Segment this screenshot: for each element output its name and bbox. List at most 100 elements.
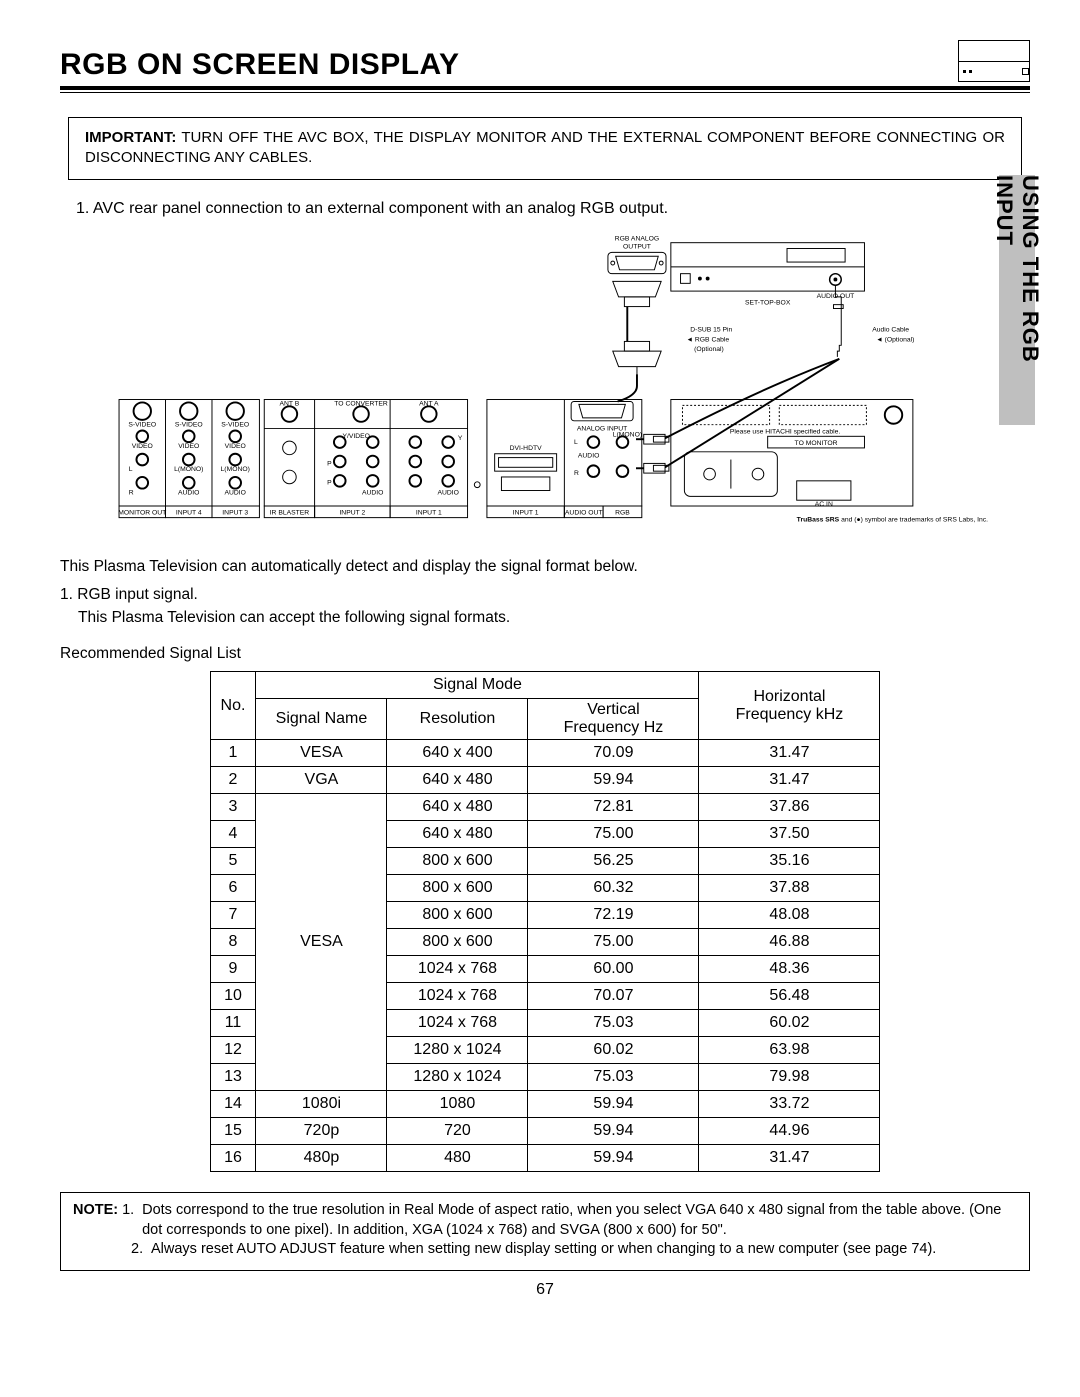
cell-hfreq: 79.98 xyxy=(699,1064,880,1091)
col-signal-mode: Signal Mode xyxy=(256,672,699,699)
acin-label: AC IN xyxy=(815,501,833,508)
cell-no: 13 xyxy=(210,1064,256,1091)
cell-vfreq: 60.00 xyxy=(528,956,699,983)
input3-label: INPUT 3 xyxy=(222,510,248,517)
note-num-1: 1. xyxy=(122,1201,142,1240)
cell-vfreq: 60.32 xyxy=(528,875,699,902)
video-label-2: VIDEO xyxy=(178,443,199,450)
cell-hfreq: 31.47 xyxy=(699,740,880,767)
cell-vfreq: 60.02 xyxy=(528,1037,699,1064)
cell-resolution: 1280 x 1024 xyxy=(387,1037,528,1064)
rule-thick xyxy=(60,86,1030,90)
page-title: RGB ON SCREEN DISPLAY xyxy=(60,48,459,82)
cell-hfreq: 60.02 xyxy=(699,1010,880,1037)
cell-resolution: 800 x 600 xyxy=(387,929,528,956)
audio-cable-label: Audio Cable xyxy=(872,327,909,334)
cell-hfreq: 48.08 xyxy=(699,902,880,929)
cell-no: 11 xyxy=(210,1010,256,1037)
pb-label: P xyxy=(327,460,332,467)
table-row: 3VESA640 x 48072.8137.86 xyxy=(210,794,880,821)
intro-num: 1. xyxy=(76,200,89,217)
yvideo-label: Y/VIDEO xyxy=(342,433,369,440)
irblaster-label: IR BLASTER xyxy=(270,510,310,517)
cell-no: 2 xyxy=(210,767,256,794)
cell-vfreq: 70.09 xyxy=(528,740,699,767)
please-use-label: Please use HITACHI specified cable. xyxy=(730,428,841,435)
audio-label-e: AUDIO xyxy=(578,452,599,459)
cell-no: 6 xyxy=(210,875,256,902)
cell-vfreq: 72.19 xyxy=(528,902,699,929)
audio-label-b: AUDIO xyxy=(224,489,245,496)
rgb-output-label: OUTPUT xyxy=(623,243,651,250)
cell-vfreq: 59.94 xyxy=(528,1118,699,1145)
audio-label-a: AUDIO xyxy=(178,489,199,496)
input2-label: INPUT 2 xyxy=(339,510,365,517)
important-box: IMPORTANT: TURN OFF THE AVC BOX, THE DIS… xyxy=(68,117,1022,180)
cell-hfreq: 37.86 xyxy=(699,794,880,821)
cell-signal-name: 480p xyxy=(256,1145,387,1172)
note-text-2: Always reset AUTO ADJUST feature when se… xyxy=(151,1240,1017,1260)
input1-label: INPUT 1 xyxy=(416,510,442,517)
rgb-analog-label: RGB ANALOG xyxy=(615,236,659,243)
cell-no: 1 xyxy=(210,740,256,767)
cell-resolution: 640 x 400 xyxy=(387,740,528,767)
device-icon xyxy=(958,40,1030,82)
cell-signal-name: VGA xyxy=(256,767,387,794)
cell-no: 8 xyxy=(210,929,256,956)
r-label: R xyxy=(129,489,134,496)
stb-label: SET-TOP-BOX xyxy=(745,300,791,307)
dvi-label: DVI-HDTV xyxy=(510,445,542,452)
cell-hfreq: 37.88 xyxy=(699,875,880,902)
cell-resolution: 1280 x 1024 xyxy=(387,1064,528,1091)
side-tab: USING THE RGB INPUT xyxy=(999,175,1035,425)
svideo-label: S-VIDEO xyxy=(128,422,156,429)
cell-vfreq: 70.07 xyxy=(528,983,699,1010)
cell-hfreq: 35.16 xyxy=(699,848,880,875)
col-no: No. xyxy=(210,672,256,740)
detect-paragraph: This Plasma Television can automatically… xyxy=(60,556,1030,578)
lmono-label-2: L(MONO) xyxy=(221,466,250,473)
note-num-2: 2. xyxy=(131,1240,151,1260)
monitor-out-label: MONITOR OUT xyxy=(118,510,166,517)
l-label-2: L xyxy=(574,439,578,446)
cell-resolution: 1024 x 768 xyxy=(387,1010,528,1037)
col-signal-name: Signal Name xyxy=(256,699,387,740)
cell-signal-name: VESA xyxy=(256,794,387,1091)
accept-formats-line: This Plasma Television can accept the fo… xyxy=(78,607,1030,629)
cell-resolution: 800 x 600 xyxy=(387,848,528,875)
optional2-label: ◄ (Optional) xyxy=(876,336,914,343)
l-label: L xyxy=(129,466,133,473)
col-resolution: Resolution xyxy=(387,699,528,740)
toconv-label: TO CONVERTER xyxy=(334,400,388,407)
anta-label: ANT A xyxy=(419,400,439,407)
note-text-1: Dots correspond to the true resolution i… xyxy=(142,1201,1017,1240)
cell-no: 12 xyxy=(210,1037,256,1064)
cell-vfreq: 75.03 xyxy=(528,1064,699,1091)
cell-no: 10 xyxy=(210,983,256,1010)
optional1-label: (Optional) xyxy=(694,346,724,353)
svideo-label-3: S-VIDEO xyxy=(221,422,249,429)
cell-resolution: 640 x 480 xyxy=(387,821,528,848)
table-row: 2VGA640 x 48059.9431.47 xyxy=(210,767,880,794)
pr-label: P xyxy=(327,480,332,487)
cell-vfreq: 59.94 xyxy=(528,1091,699,1118)
cell-resolution: 800 x 600 xyxy=(387,902,528,929)
cell-hfreq: 31.47 xyxy=(699,767,880,794)
note-box: NOTE: 1. Dots correspond to the true res… xyxy=(60,1192,1030,1271)
table-row: 1VESA640 x 40070.0931.47 xyxy=(210,740,880,767)
audio-lbl-c: AUDIO xyxy=(362,489,383,496)
important-label: IMPORTANT: xyxy=(85,129,176,146)
cell-resolution: 480 xyxy=(387,1145,528,1172)
cell-no: 7 xyxy=(210,902,256,929)
cell-hfreq: 31.47 xyxy=(699,1145,880,1172)
cell-resolution: 640 x 480 xyxy=(387,767,528,794)
table-row: 16480p48059.9431.47 xyxy=(210,1145,880,1172)
col-vfreq: VerticalFrequency Hz xyxy=(528,699,699,740)
intro-text: AVC rear panel connection to an external… xyxy=(93,200,668,217)
audioout2-label: AUDIO OUT xyxy=(565,510,603,517)
cell-vfreq: 75.00 xyxy=(528,821,699,848)
cell-vfreq: 59.94 xyxy=(528,1145,699,1172)
cell-no: 14 xyxy=(210,1091,256,1118)
rgb-label: RGB xyxy=(615,510,630,517)
cell-no: 9 xyxy=(210,956,256,983)
